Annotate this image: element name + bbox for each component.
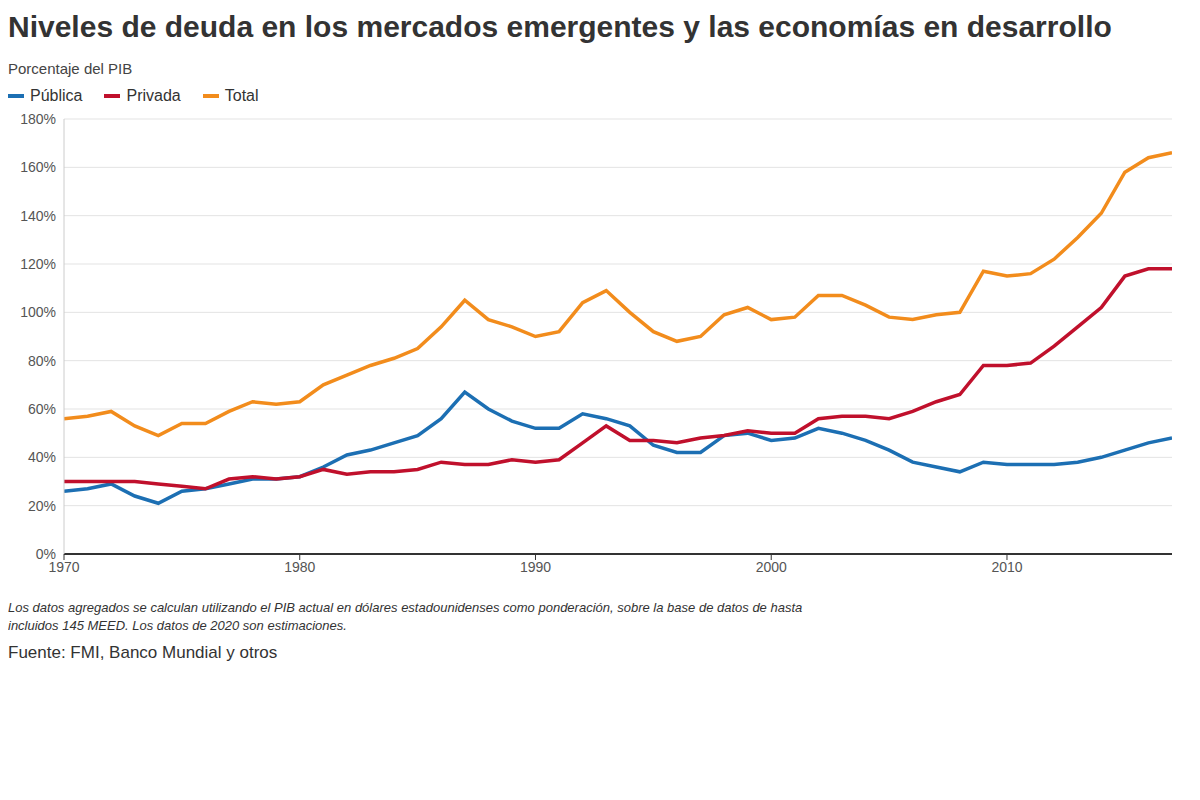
svg-text:120%: 120% <box>20 256 56 272</box>
svg-text:2000: 2000 <box>756 559 787 575</box>
html-text:Niveles de deuda en los mercad: Niveles de deuda en los mercados emergen… <box>8 10 1112 43</box>
svg-text:180%: 180% <box>20 111 56 127</box>
svg-text:100%: 100% <box>20 304 56 320</box>
svg-text:1990: 1990 <box>520 559 551 575</box>
svg-text:140%: 140% <box>20 208 56 224</box>
svg-text:80%: 80% <box>28 353 56 369</box>
html-text:Privada: Privada <box>126 87 181 104</box>
html-text:Fuente: FMI, Banco Mundial y o: Fuente: FMI, Banco Mundial y otros <box>8 643 278 662</box>
html-text:incluidos 145 MEED. Los datos: incluidos 145 MEED. Los datos de 2020 so… <box>8 618 347 633</box>
svg-text:20%: 20% <box>28 498 56 514</box>
svg-text:2010: 2010 <box>991 559 1022 575</box>
svg-text:1980: 1980 <box>284 559 315 575</box>
svg-text:160%: 160% <box>20 159 56 175</box>
html-text:Total: Total <box>224 87 259 104</box>
html-text:Porcentaje del PIB: Porcentaje del PIB <box>8 60 133 77</box>
svg-text:40%: 40% <box>28 449 56 465</box>
svg-text:1970: 1970 <box>48 558 80 575</box>
html-text:Pública: Pública <box>30 87 83 104</box>
html-text:Los datos agregados se calcula: Los datos agregados se calculan utilizan… <box>8 600 803 615</box>
svg-text:60%: 60% <box>28 401 56 417</box>
svg-text:0%: 0% <box>36 546 56 562</box>
